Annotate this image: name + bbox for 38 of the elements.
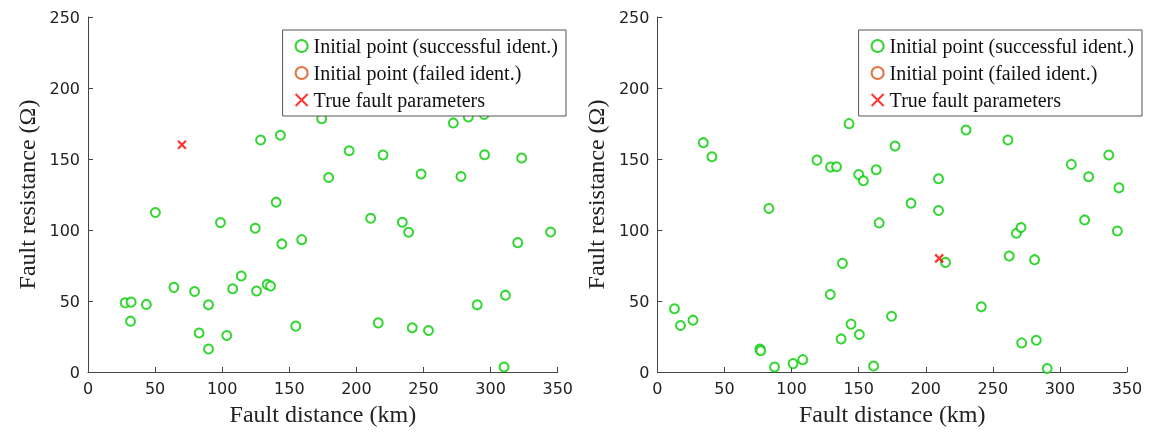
x-tick-label: 150: [274, 378, 305, 398]
x-tick-label: 100: [776, 378, 807, 398]
legend-label: Initial point (failed ident.): [313, 62, 522, 85]
y-tick-label: 0: [639, 362, 650, 382]
legend-label: True fault parameters: [889, 89, 1062, 112]
legend-label: True fault parameters: [313, 89, 486, 112]
x-axis-title: Fault distance (km): [798, 401, 986, 427]
legend-label: Initial point (successful ident.): [313, 35, 559, 58]
y-tick-label: 150: [49, 149, 80, 169]
y-tick-label: 200: [618, 78, 650, 98]
y-tick-label: 200: [49, 78, 80, 98]
y-tick-label: 100: [618, 220, 650, 240]
x-tick-label: 0: [82, 378, 94, 398]
x-tick-label: 100: [206, 378, 238, 398]
x-tick-label: 50: [144, 378, 166, 398]
legend-label: Initial point (successful ident.): [889, 35, 1135, 58]
x-tick-label: 350: [542, 378, 573, 398]
y-axis-title: Fault resistance (Ω): [13, 99, 40, 290]
x-tick-label: 250: [977, 378, 1009, 398]
x-axis-title: Fault distance (km): [229, 401, 417, 427]
x-tick-label: 150: [843, 378, 874, 398]
x-tick-label: 200: [341, 378, 372, 398]
x-tick-label: 350: [1111, 378, 1143, 398]
y-tick-label: 150: [618, 149, 650, 169]
x-tick-label: 300: [475, 378, 506, 398]
x-tick-label: 0: [652, 378, 663, 398]
y-tick-label: 50: [59, 291, 80, 311]
y-axis-title: Fault resistance (Ω): [583, 99, 609, 290]
legend-label: Initial point (failed ident.): [889, 62, 1098, 85]
x-tick-label: 300: [1044, 378, 1076, 398]
y-tick-label: 0: [69, 362, 80, 382]
y-tick-label: 250: [618, 7, 650, 27]
y-tick-label: 100: [49, 220, 80, 240]
x-tick-label: 250: [408, 378, 439, 398]
x-tick-label: 50: [714, 378, 735, 398]
y-tick-label: 250: [49, 7, 80, 27]
x-tick-label: 200: [910, 378, 942, 398]
y-tick-label: 50: [629, 291, 650, 311]
